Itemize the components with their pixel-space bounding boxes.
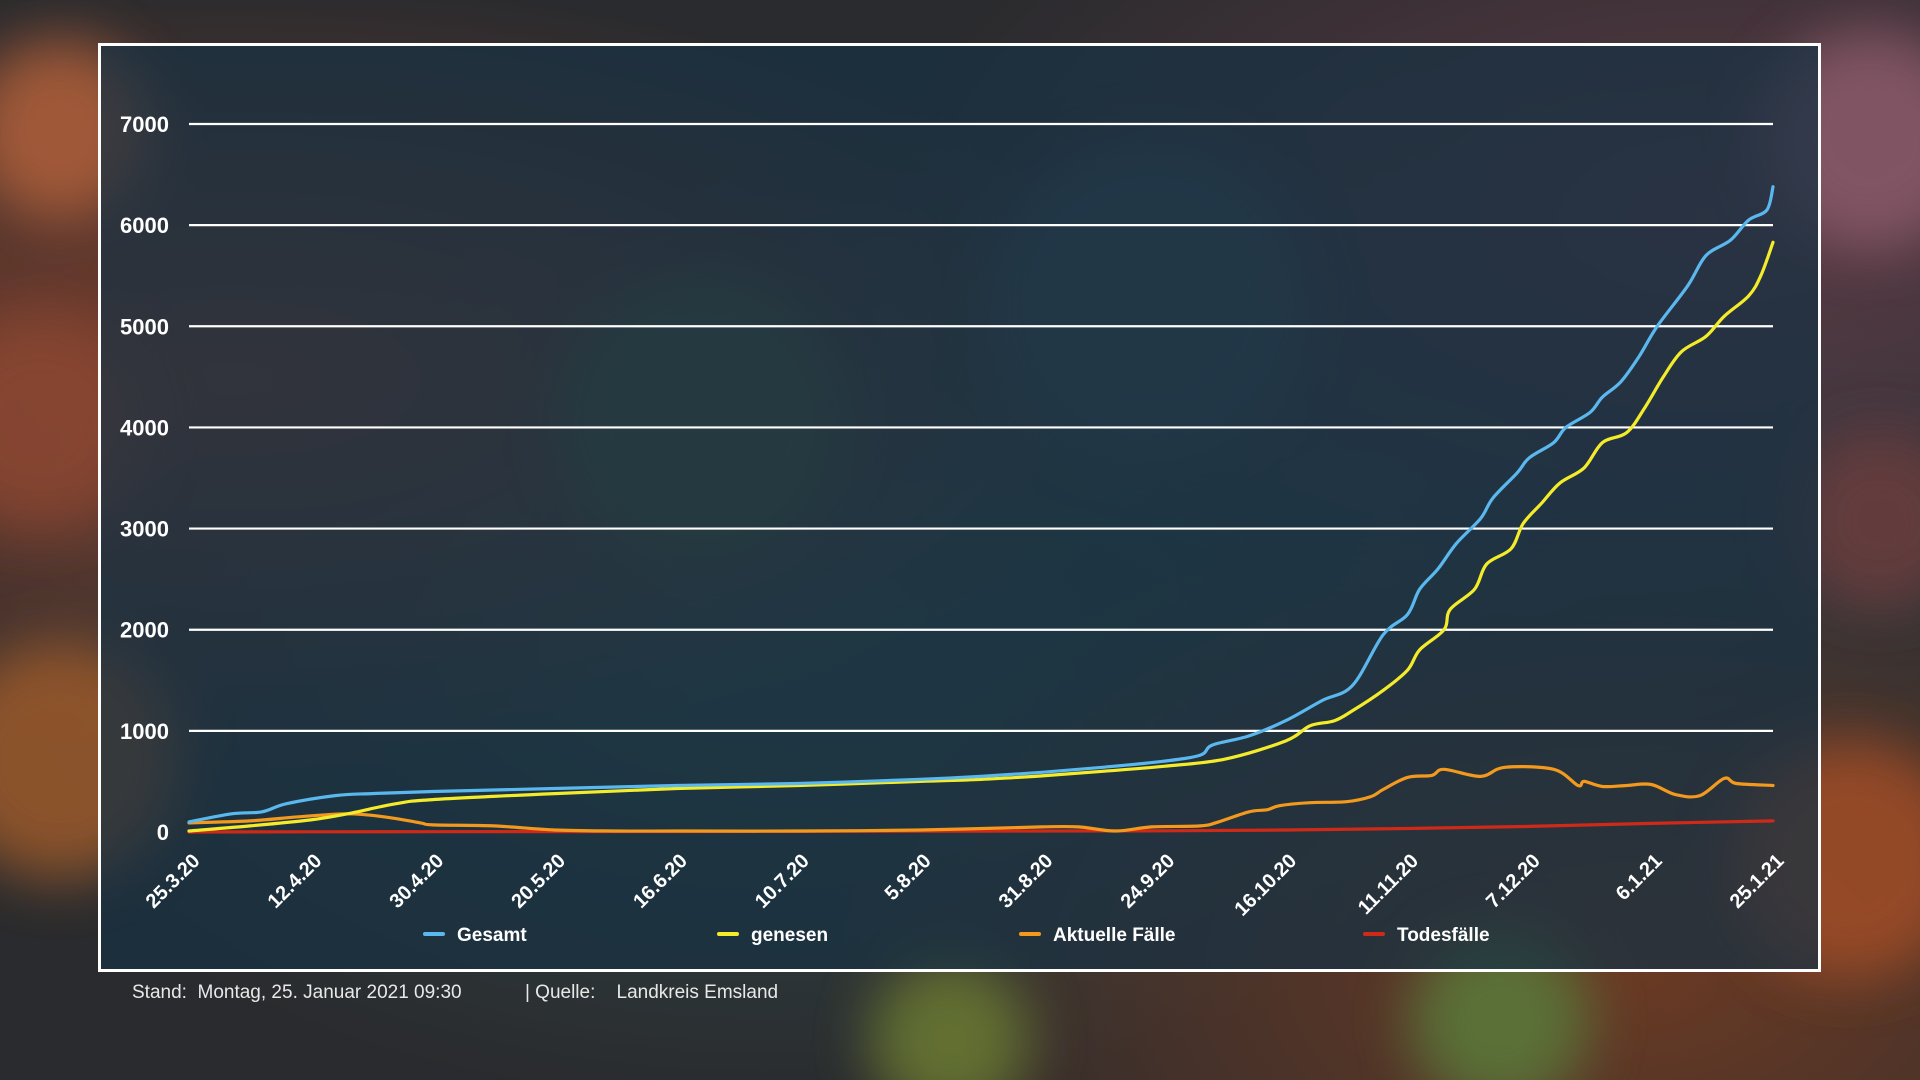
x-tick-label: 12.4.20: [264, 850, 327, 913]
y-tick-label: 7000: [120, 112, 169, 137]
legend-label-3: Todesfälle: [1397, 925, 1490, 946]
y-axis-ticks: 0 1000 2000 3000 4000 5000 6000 7000: [120, 112, 169, 845]
x-tick-label: 25.3.20: [142, 850, 205, 913]
x-tick-label: 5.8.20: [881, 850, 936, 905]
x-tick-label: 11.11.20: [1354, 850, 1423, 919]
series-lines: [187, 185, 1775, 834]
gridlines: [189, 122, 1773, 732]
chart-frame: 0 1000 2000 3000 4000 5000 6000 7000 25.3.20 12.…: [98, 43, 1821, 972]
series-line-3: [187, 819, 1775, 834]
y-tick-label: 5000: [120, 314, 169, 339]
x-tick-label: 25.1.21: [1726, 850, 1789, 913]
x-tick-label: 24.9.20: [1117, 850, 1180, 913]
stand-label: Stand:: [132, 982, 187, 1003]
series-line-2: [187, 765, 1775, 833]
legend-label-0: Gesamt: [457, 925, 527, 946]
y-tick-label: 1000: [120, 719, 169, 744]
x-tick-label: 30.4.20: [385, 850, 448, 913]
x-tick-label: 20.5.20: [507, 850, 570, 913]
quelle-value: Landkreis Emsland: [616, 982, 779, 1003]
y-tick-label: 0: [157, 820, 169, 845]
stand-value: Montag, 25. Januar 2021 09:30: [197, 982, 462, 1003]
legend-label-2: Aktuelle Fälle: [1053, 925, 1176, 946]
y-tick-label: 6000: [120, 213, 169, 238]
x-tick-label: 16.6.20: [629, 850, 692, 913]
quelle-label: | Quelle:: [524, 982, 596, 1003]
series-line-1: [187, 240, 1775, 833]
x-tick-label: 31.8.20: [995, 850, 1058, 913]
x-tick-label: 10.7.20: [751, 850, 814, 913]
x-tick-label: 7.12.20: [1482, 850, 1545, 913]
legend: Gesamt genesen Aktuelle Fälle Todesfälle: [423, 925, 1490, 946]
line-chart: 0 1000 2000 3000 4000 5000 6000 7000 25.3.20 12.…: [120, 112, 1789, 946]
y-tick-label: 2000: [120, 618, 169, 643]
footer: Stand: Montag, 25. Januar 2021 09:30 | Q…: [132, 982, 778, 1004]
x-axis-ticks: 25.3.20 12.4.20 30.4.20 20.5.20 16.6.20 10.7.…: [142, 850, 1789, 921]
y-tick-label: 4000: [120, 415, 169, 440]
series-line-0: [187, 185, 1775, 824]
x-tick-label: 6.1.21: [1612, 850, 1667, 905]
y-tick-label: 3000: [120, 517, 169, 542]
x-tick-label: 16.10.20: [1231, 850, 1302, 921]
legend-label-1: genesen: [751, 925, 828, 946]
